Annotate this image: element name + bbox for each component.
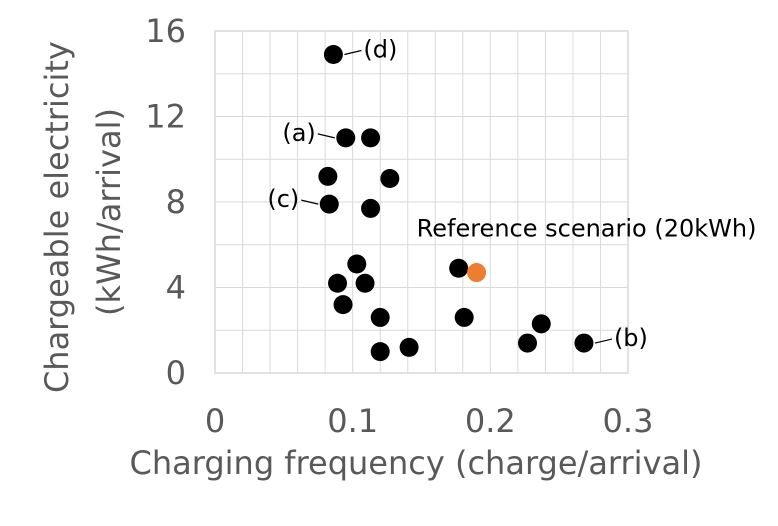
data-point xyxy=(347,254,367,274)
point-annotation: (d) xyxy=(363,36,397,64)
data-point xyxy=(336,128,356,148)
data-point xyxy=(318,166,338,186)
x-tick-label: 0.3 xyxy=(603,402,654,440)
point-annotation: (b) xyxy=(614,324,648,352)
tick-labels: 0 0.1 0.2 0.3 0 4 8 12 16 xyxy=(145,12,653,440)
data-point xyxy=(518,333,538,353)
y-tick-label: 16 xyxy=(145,12,186,50)
data-point xyxy=(370,307,390,327)
data-point xyxy=(333,295,353,315)
data-point xyxy=(355,273,375,293)
annotations: (d) (a) (c) (b) Reference scenario (20kWh) xyxy=(267,36,756,353)
x-tick-label: 0.1 xyxy=(327,402,378,440)
y-tick-label: 4 xyxy=(166,269,186,307)
data-point xyxy=(399,337,419,357)
data-point xyxy=(574,333,594,353)
x-tick-label: 0.2 xyxy=(465,402,516,440)
y-tick-label: 8 xyxy=(166,183,186,221)
annotation-leader-line xyxy=(317,133,335,139)
reference-scenario-label: Reference scenario (20kWh) xyxy=(417,215,757,243)
x-axis-title: Charging frequency (charge/arrival) xyxy=(130,444,703,482)
data-point xyxy=(361,198,381,218)
plot-area-frame xyxy=(214,30,629,374)
y-axis-title: Chargeable electricity (kWh/arrival) xyxy=(38,31,128,393)
data-points xyxy=(318,45,594,362)
annotation-leader-line xyxy=(594,338,613,344)
reference-scenario-point xyxy=(467,263,487,283)
data-point xyxy=(323,45,343,65)
data-point xyxy=(370,342,390,362)
point-annotation: (a) xyxy=(282,119,315,147)
point-annotation: (c) xyxy=(267,185,299,213)
data-point xyxy=(531,314,551,334)
y-tick-label: 12 xyxy=(145,98,186,136)
x-tick-label: 0 xyxy=(205,402,225,440)
annotation-leaders xyxy=(301,49,613,344)
data-point xyxy=(319,194,339,214)
data-point xyxy=(454,307,474,327)
data-point xyxy=(380,168,400,188)
annotation-leader-line xyxy=(344,49,362,56)
data-point xyxy=(449,258,469,278)
data-point xyxy=(328,273,348,293)
annotation-leader-line xyxy=(301,199,319,205)
y-axis-title-line-1: Chargeable electricity xyxy=(38,41,76,393)
grid-lines xyxy=(215,31,628,373)
y-tick-label: 0 xyxy=(166,354,186,392)
data-point xyxy=(361,128,381,148)
y-axis-title-line-2: (kWh/arrival) xyxy=(90,108,128,316)
